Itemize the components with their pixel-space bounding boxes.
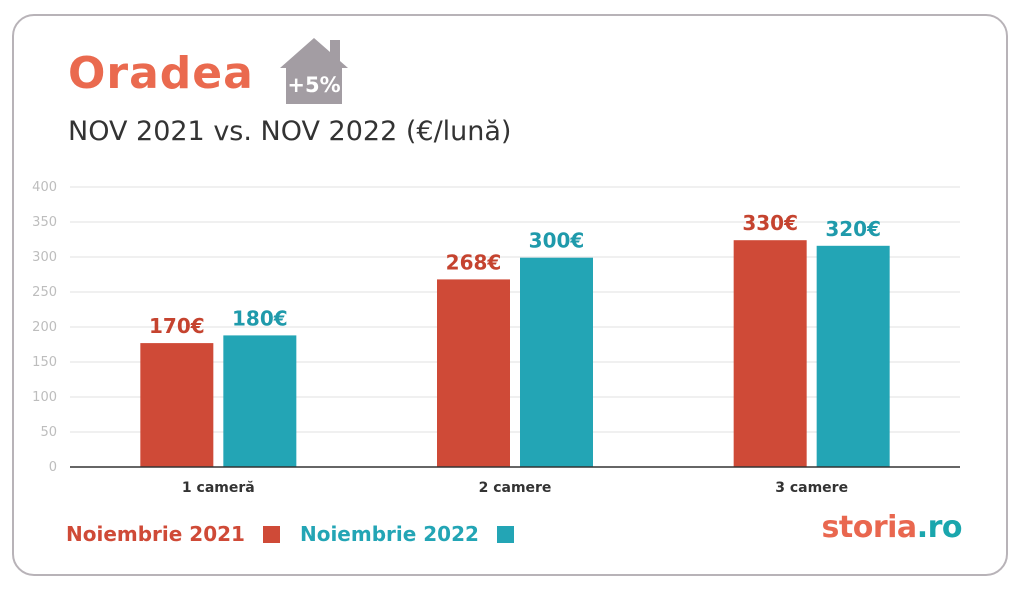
- legend-swatch-2022: [496, 525, 514, 543]
- y-tick-label: 250: [32, 285, 57, 300]
- y-tick-label: 350: [32, 215, 57, 230]
- chart-subtitle: NOV 2021 vs. NOV 2022 (€/lună): [68, 116, 512, 147]
- x-tick-label: 2 camere: [479, 480, 552, 496]
- legend-label-2022: Noiembrie 2022: [299, 522, 479, 546]
- y-tick-label: 0: [49, 460, 57, 475]
- x-tick-label: 1 cameră: [182, 480, 255, 496]
- data-label: 330€: [742, 211, 798, 235]
- brand-name: storia: [821, 510, 918, 545]
- page-title: Oradea: [68, 48, 254, 99]
- y-tick-label: 100: [32, 390, 57, 405]
- brand-logo: storia.ro: [821, 510, 963, 545]
- y-tick-label: 150: [32, 355, 57, 370]
- bar: [223, 335, 297, 467]
- y-tick-label: 200: [32, 320, 57, 335]
- y-tick-label: 400: [32, 180, 57, 195]
- bar: [140, 343, 214, 467]
- house-icon: +5%: [280, 38, 348, 104]
- data-label: 170€: [149, 314, 205, 338]
- legend: Noiembrie 2021 Noiembrie 2022: [66, 522, 534, 546]
- bar: [816, 245, 890, 467]
- brand-domain: .ro: [916, 510, 963, 545]
- x-tick-label: 3 camere: [775, 480, 848, 496]
- legend-label-2021: Noiembrie 2021: [66, 522, 245, 546]
- bar: [437, 279, 510, 467]
- legend-item-2022: Noiembrie 2022: [300, 522, 514, 546]
- data-label: 320€: [825, 217, 881, 241]
- growth-badge: +5%: [287, 73, 340, 97]
- legend-item-2021: Noiembrie 2021: [66, 522, 280, 546]
- y-tick-label: 300: [32, 250, 57, 265]
- data-label: 300€: [529, 229, 585, 253]
- data-label: 180€: [232, 306, 288, 330]
- y-tick-label: 50: [40, 425, 57, 440]
- legend-swatch-2021: [262, 525, 280, 543]
- data-label: 268€: [446, 250, 502, 274]
- house-shape: [280, 38, 348, 104]
- bar: [520, 257, 593, 467]
- bar: [733, 240, 807, 467]
